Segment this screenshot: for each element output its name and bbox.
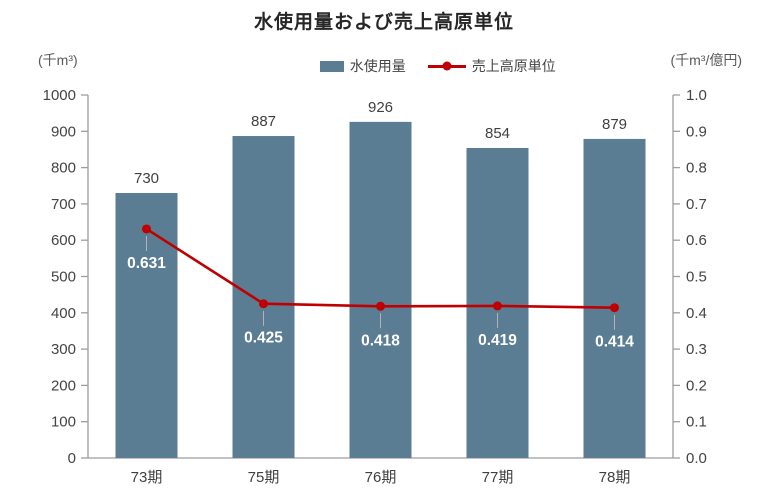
svg-text:78期: 78期 [599, 469, 631, 486]
bar [583, 138, 646, 458]
svg-text:73期: 73期 [131, 469, 163, 486]
legend-item-line: 売上高原単位 [427, 56, 556, 76]
line-point [259, 299, 268, 309]
bar-value-label: 926 [368, 99, 393, 116]
svg-text:0.1: 0.1 [686, 414, 707, 431]
legend-line-label: 売上高原単位 [471, 58, 556, 74]
svg-text:75期: 75期 [248, 469, 280, 486]
svg-text:200: 200 [51, 377, 76, 394]
svg-text:400: 400 [51, 305, 76, 322]
svg-text:1000: 1000 [43, 87, 76, 104]
svg-text:600: 600 [51, 232, 76, 249]
svg-text:0.2: 0.2 [686, 377, 707, 394]
svg-text:0.4: 0.4 [686, 305, 707, 322]
svg-text:0.6: 0.6 [686, 232, 707, 249]
svg-text:100: 100 [51, 414, 76, 431]
bar-value-label: 854 [485, 125, 510, 142]
svg-text:0.7: 0.7 [686, 196, 707, 213]
line-point [610, 303, 619, 313]
category-labels: 73期 75期 76期 77期 78期 [131, 469, 631, 486]
svg-text:0.0: 0.0 [686, 450, 707, 467]
right-axis-unit-label: (千m³/億円) [670, 52, 742, 68]
line-value-label: 0.418 [361, 332, 400, 349]
bar-series: 730 887 926 854 879 [115, 99, 646, 459]
line-point [142, 224, 151, 234]
svg-text:900: 900 [51, 123, 76, 140]
svg-text:76期: 76期 [365, 469, 397, 486]
left-axis-unit-label: (千m³) [38, 52, 78, 68]
line-value-label: 0.631 [127, 255, 166, 272]
svg-text:0.8: 0.8 [686, 160, 707, 177]
line-point [493, 301, 502, 311]
axes: 0 100 200 300 400 500 600 700 800 900 1000 0.0 0.1 0.… [43, 87, 707, 467]
svg-text:0: 0 [68, 450, 76, 467]
legend-item-bar: 水使用量 [319, 56, 406, 76]
chart-title: 水使用量および売上高原単位 [253, 12, 514, 33]
svg-text:0.5: 0.5 [686, 269, 707, 286]
line-point [376, 301, 385, 311]
bar [232, 136, 295, 459]
svg-text:800: 800 [51, 160, 76, 177]
svg-text:700: 700 [51, 196, 76, 213]
bar [349, 121, 412, 458]
svg-text:1.0: 1.0 [686, 87, 707, 104]
svg-text:77期: 77期 [482, 469, 514, 486]
legend: 水使用量 売上高原単位 [319, 56, 556, 76]
bar-swatch-icon [319, 60, 344, 72]
line-value-label: 0.414 [595, 334, 634, 351]
bar-value-label: 887 [251, 113, 276, 130]
line-series: 0.631 0.425 0.418 0.419 0.414 [127, 224, 634, 351]
legend-bar-label: 水使用量 [349, 58, 406, 74]
line-value-label: 0.419 [478, 332, 517, 349]
bar-value-label: 730 [134, 170, 159, 187]
svg-text:0.3: 0.3 [686, 341, 707, 358]
bar-value-label: 879 [602, 116, 627, 133]
svg-text:500: 500 [51, 269, 76, 286]
line-marker-swatch-icon [427, 64, 466, 68]
svg-text:300: 300 [51, 341, 76, 358]
svg-text:0.9: 0.9 [686, 123, 707, 140]
line-value-label: 0.425 [244, 330, 283, 347]
